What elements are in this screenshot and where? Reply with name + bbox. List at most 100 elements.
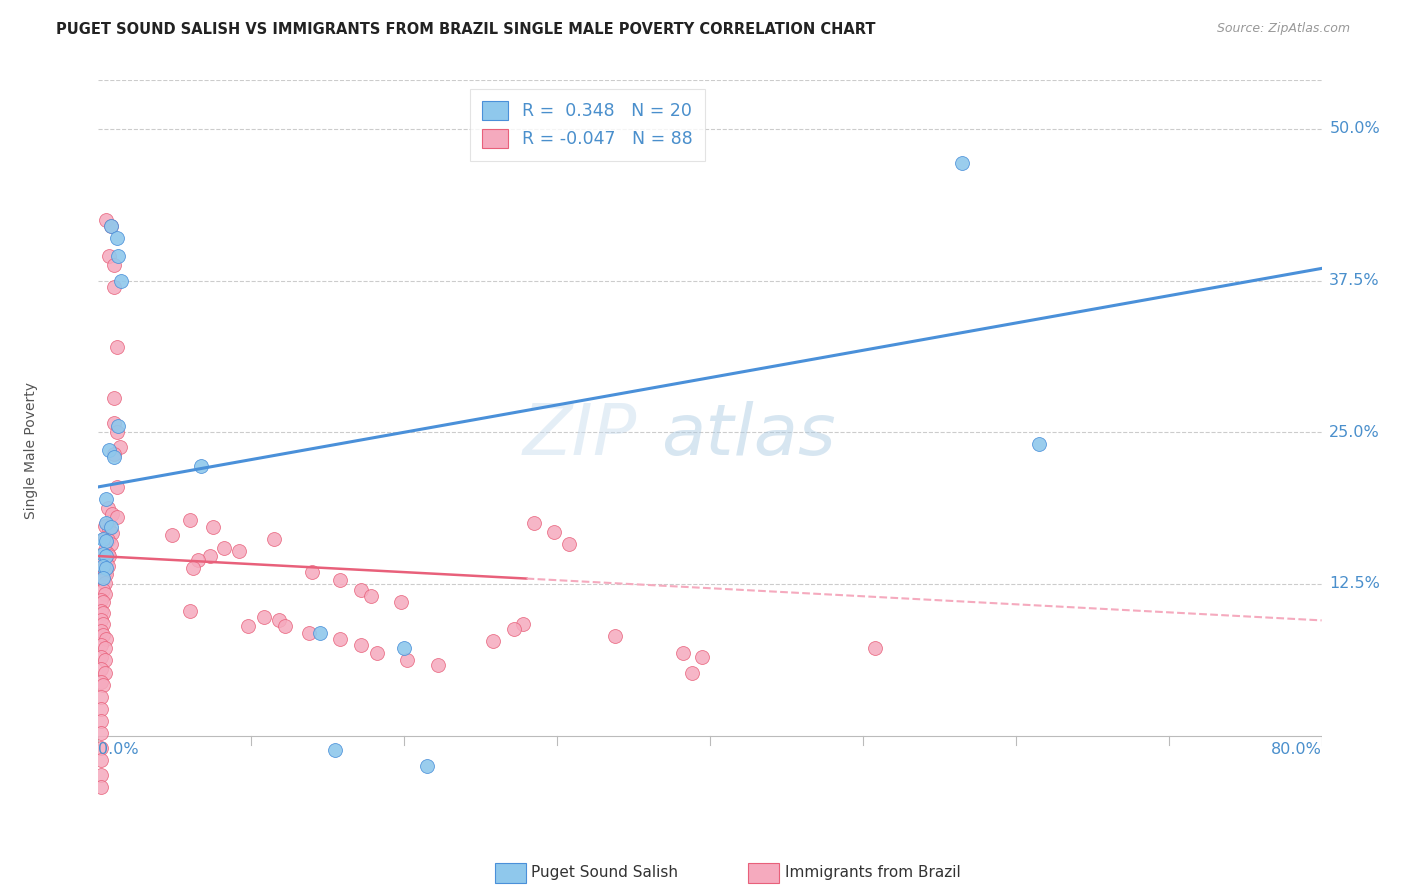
Point bbox=[103, 258, 125, 272]
Point bbox=[392, 641, 416, 656]
Point bbox=[523, 516, 546, 531]
Point bbox=[503, 622, 526, 636]
Point bbox=[103, 416, 125, 430]
Point bbox=[309, 625, 332, 640]
Point bbox=[366, 646, 388, 660]
Text: atlas: atlas bbox=[661, 401, 835, 470]
Point bbox=[91, 574, 114, 588]
Point bbox=[90, 702, 112, 716]
Point bbox=[482, 634, 505, 648]
Point bbox=[97, 533, 120, 548]
Point bbox=[98, 549, 121, 563]
Text: ZIP: ZIP bbox=[522, 401, 637, 470]
Point bbox=[100, 537, 122, 551]
Point bbox=[93, 587, 115, 601]
Text: 12.5%: 12.5% bbox=[1329, 576, 1381, 591]
Point bbox=[91, 562, 114, 576]
Point bbox=[90, 767, 112, 781]
Point bbox=[90, 624, 112, 639]
Text: Puget Sound Salish: Puget Sound Salish bbox=[531, 865, 679, 880]
Point bbox=[94, 549, 117, 563]
Point bbox=[91, 606, 114, 620]
Point bbox=[94, 567, 117, 582]
Point bbox=[105, 340, 128, 354]
Point bbox=[94, 557, 117, 571]
Point bbox=[90, 592, 112, 607]
Point bbox=[350, 638, 373, 652]
Point bbox=[107, 249, 129, 263]
Point bbox=[93, 575, 115, 590]
Point bbox=[90, 638, 112, 652]
Point bbox=[91, 678, 114, 692]
Point bbox=[94, 561, 117, 575]
Point bbox=[103, 391, 125, 405]
Point bbox=[179, 513, 201, 527]
Point bbox=[90, 649, 112, 664]
Point bbox=[301, 565, 323, 579]
Point bbox=[97, 547, 120, 561]
Point bbox=[198, 549, 221, 563]
Point bbox=[91, 571, 114, 585]
Point bbox=[98, 443, 121, 458]
Point bbox=[90, 613, 112, 627]
Point bbox=[543, 524, 565, 539]
Point bbox=[94, 632, 117, 646]
Text: 0.0%: 0.0% bbox=[98, 742, 139, 756]
Point bbox=[103, 279, 125, 293]
Point bbox=[93, 565, 115, 579]
Point bbox=[416, 759, 439, 773]
Point bbox=[863, 641, 886, 656]
Point bbox=[267, 613, 290, 627]
Point bbox=[105, 425, 128, 440]
Point bbox=[93, 518, 115, 533]
Point bbox=[396, 653, 419, 667]
Point bbox=[681, 665, 703, 680]
Point bbox=[93, 665, 115, 680]
Point bbox=[512, 617, 534, 632]
Point bbox=[605, 629, 627, 643]
Point bbox=[100, 520, 122, 534]
Point bbox=[90, 604, 112, 618]
Point bbox=[100, 219, 122, 233]
Point bbox=[108, 440, 131, 454]
Point bbox=[274, 619, 297, 633]
Point bbox=[90, 753, 112, 767]
Point bbox=[93, 543, 115, 558]
Point bbox=[94, 491, 117, 506]
Text: 80.0%: 80.0% bbox=[1271, 742, 1322, 756]
Point bbox=[103, 447, 125, 461]
Point bbox=[100, 219, 122, 233]
Point bbox=[426, 658, 449, 673]
Text: Single Male Poverty: Single Male Poverty bbox=[24, 382, 38, 519]
Point bbox=[91, 582, 114, 597]
Point bbox=[94, 534, 117, 549]
Point bbox=[325, 743, 347, 757]
Point bbox=[105, 231, 128, 245]
Point bbox=[90, 662, 112, 676]
Point bbox=[252, 609, 274, 624]
Point bbox=[90, 726, 112, 740]
Point bbox=[91, 595, 114, 609]
Point bbox=[90, 740, 112, 755]
Point bbox=[101, 526, 124, 541]
Point bbox=[91, 547, 114, 561]
Point bbox=[107, 419, 129, 434]
Point bbox=[90, 714, 112, 728]
Point bbox=[950, 156, 973, 170]
Point bbox=[212, 541, 235, 555]
Text: Source: ZipAtlas.com: Source: ZipAtlas.com bbox=[1216, 22, 1350, 36]
Point bbox=[94, 212, 117, 227]
Point bbox=[101, 507, 124, 521]
Text: 37.5%: 37.5% bbox=[1329, 273, 1379, 288]
Point bbox=[105, 510, 128, 524]
Point bbox=[263, 532, 285, 546]
Point bbox=[179, 604, 201, 618]
Point bbox=[90, 780, 112, 794]
Point bbox=[1028, 437, 1050, 451]
Point bbox=[103, 450, 125, 464]
Point bbox=[93, 653, 115, 667]
Text: PUGET SOUND SALISH VS IMMIGRANTS FROM BRAZIL SINGLE MALE POVERTY CORRELATION CHA: PUGET SOUND SALISH VS IMMIGRANTS FROM BR… bbox=[56, 22, 876, 37]
Point bbox=[298, 625, 321, 640]
Point bbox=[110, 274, 132, 288]
Point bbox=[105, 480, 128, 494]
